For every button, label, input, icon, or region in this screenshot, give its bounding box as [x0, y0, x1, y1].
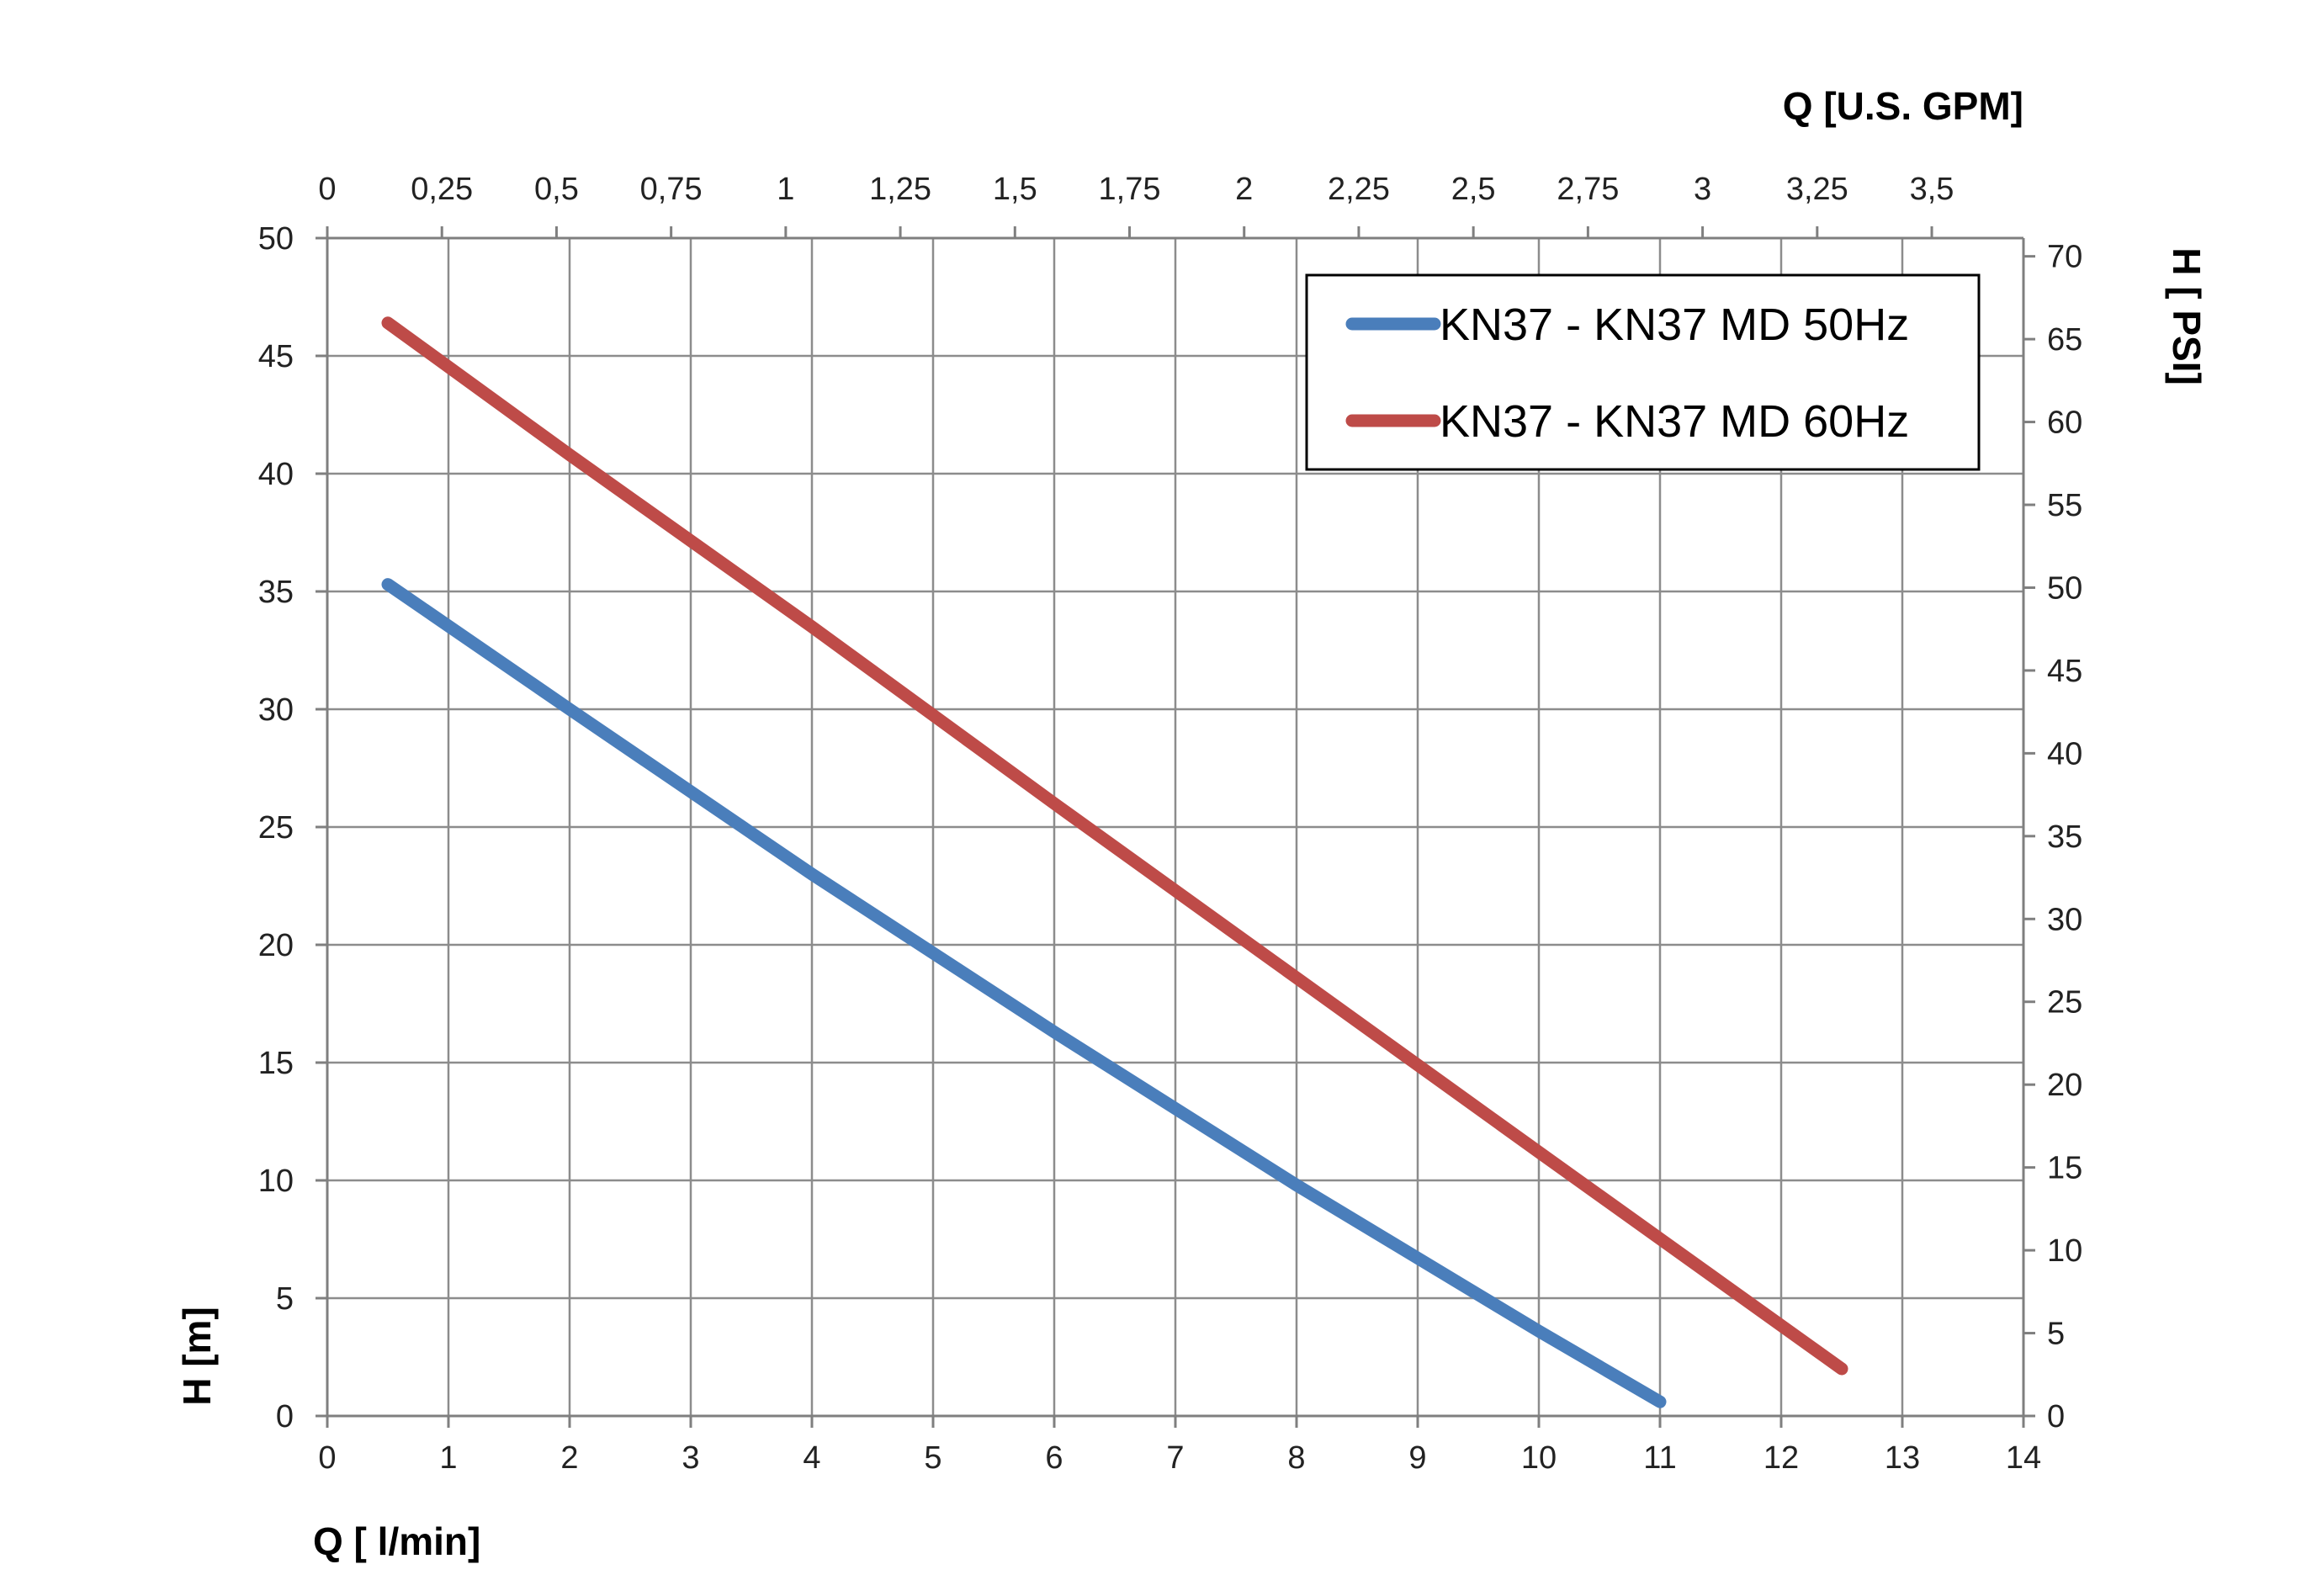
series-line-2	[381, 316, 1848, 1376]
x-tick-label: 12	[1763, 1440, 1799, 1476]
y2-tick-label: 10	[2047, 1233, 2082, 1269]
y-tick-label: 20	[258, 928, 294, 963]
y2-tick-label: 0	[2047, 1399, 2065, 1434]
legend: KN37 - KN37 MD 50Hz KN37 - KN37 MD 60Hz	[1305, 273, 1981, 471]
y2-tick-label: 55	[2047, 488, 2082, 523]
legend-label-1: KN37 - KN37 MD 50Hz	[1440, 300, 1909, 350]
y2-tick-label: 65	[2047, 322, 2082, 358]
x2-tick-label: 1,75	[1099, 172, 1161, 207]
x-tick-label: 5	[924, 1440, 941, 1476]
series-lines	[381, 316, 1848, 1408]
y2-axis-title: H [ PSI]	[2165, 247, 2209, 385]
x-tick-label: 10	[1521, 1440, 1557, 1476]
y-tick-label: 10	[258, 1164, 294, 1199]
x2-tick-label: 1,5	[993, 172, 1037, 207]
series-line-1	[381, 578, 1667, 1408]
y2-tick-label: 25	[2047, 985, 2082, 1021]
x2-tick-label: 0,5	[534, 172, 579, 207]
y2-tick-label: 20	[2047, 1068, 2082, 1103]
y-tick-label: 50	[258, 221, 294, 257]
x-tick-label: 7	[1166, 1440, 1184, 1476]
x-tick-label: 6	[1045, 1440, 1063, 1476]
x2-tick-label: 3,25	[1786, 172, 1848, 207]
y-tick-label: 15	[258, 1046, 294, 1081]
x2-tick-label: 0	[318, 172, 336, 207]
x2-tick-label: 0,75	[640, 172, 703, 207]
x2-tick-label: 2,25	[1328, 172, 1390, 207]
x2-tick-label: 1	[777, 172, 794, 207]
y2-tick-label: 35	[2047, 819, 2082, 855]
x-tick-label: 2	[560, 1440, 578, 1476]
y-tick-label: 25	[258, 810, 294, 846]
y2-tick-label: 70	[2047, 240, 2082, 275]
axes: 0 1 2 3 4 5 6 7 8 9 10 11 12 13 1405101520253035404550…	[258, 172, 2083, 1476]
x2-tick-label: 3	[1694, 172, 1711, 207]
y-tick-label: 40	[258, 457, 294, 492]
x-tick-label: 11	[1643, 1440, 1676, 1476]
x-axis-title: Q [ l/min]	[313, 1519, 480, 1563]
y2-tick-label: 40	[2047, 736, 2082, 771]
x-tick-label: 1	[439, 1440, 457, 1476]
x2-tick-label: 0,25	[411, 172, 473, 207]
y2-tick-label: 5	[2047, 1317, 2065, 1352]
x-tick-label: 14	[2006, 1440, 2041, 1476]
x2-tick-label: 2,75	[1557, 172, 1619, 207]
legend-label-2: KN37 - KN37 MD 60Hz	[1440, 396, 1909, 447]
x2-tick-label: 3,5	[1910, 172, 1954, 207]
x2-tick-label: 1,25	[869, 172, 931, 207]
y-tick-label: 5	[276, 1281, 294, 1317]
x-tick-label: 8	[1287, 1440, 1305, 1476]
x2-tick-label: 2,5	[1451, 172, 1496, 207]
x-tick-label: 13	[1885, 1440, 1920, 1476]
y-tick-label: 45	[258, 339, 294, 374]
y2-tick-label: 50	[2047, 570, 2082, 606]
x-tick-label: 0	[318, 1440, 336, 1476]
y2-tick-label: 15	[2047, 1151, 2082, 1186]
x2-tick-label: 2	[1235, 172, 1253, 207]
x2-axis-title: Q [U.S. GPM]	[1783, 84, 2023, 128]
x-tick-label: 4	[803, 1440, 820, 1476]
y2-tick-label: 30	[2047, 902, 2082, 937]
y2-tick-label: 45	[2047, 654, 2082, 689]
y-axis-title: H [m]	[175, 1307, 219, 1406]
legend-box	[1305, 273, 1981, 471]
y-tick-label: 0	[276, 1399, 294, 1434]
y-tick-label: 30	[258, 692, 294, 728]
x-tick-label: 3	[682, 1440, 699, 1476]
y-tick-label: 35	[258, 575, 294, 610]
y2-tick-label: 60	[2047, 406, 2082, 441]
x-tick-label: 9	[1408, 1440, 1426, 1476]
